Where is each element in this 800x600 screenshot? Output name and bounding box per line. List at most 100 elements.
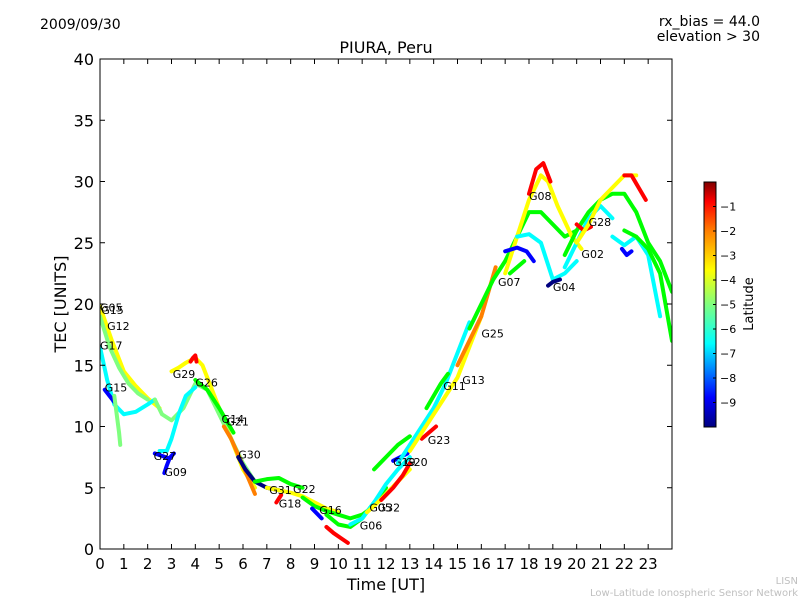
x-tick-label: 20 [567,555,586,573]
series-G11 [424,371,450,411]
colorbar-tick-label: −7 [720,348,736,361]
x-tick-label: 16 [472,555,491,573]
satellite-label: G29 [173,368,196,381]
x-tick-label: 12 [376,555,395,573]
series-G23 [395,320,472,466]
series-G18 [274,493,284,505]
satellite-label: G15 [101,304,124,317]
series-G19 [372,434,412,472]
colorbar-tick-label: −8 [720,372,736,385]
satellite-label: G07 [498,276,521,289]
series-G16 [300,495,377,521]
satellite-label: G18 [279,498,302,511]
x-tick-label: 1 [119,555,129,573]
series-G14 [193,377,236,435]
colorbar-tick-label: −3 [720,250,736,263]
elevation-label: elevation > 30 [656,29,760,45]
satellite-label: G31 [269,484,292,497]
satellite-label: G12 [107,320,130,333]
satellite-label: G05 [100,302,123,315]
credit-long: Low-Latitude Ionospheric Sensor Network [590,588,798,599]
y-tick-label: 20 [74,295,94,314]
x-tick-label: 11 [353,555,372,573]
satellite-label: G22 [293,483,316,496]
x-tick-label: 21 [591,555,610,573]
x-tick-label: 15 [448,555,467,573]
x-tick-label: 0 [95,555,105,573]
x-tick-label: 9 [310,555,320,573]
y-tick-label: 5 [84,479,94,498]
y-tick-label: 35 [74,111,94,130]
x-tick-label: 10 [329,555,348,573]
series-G32r [379,461,412,502]
satellite-label: G09 [164,466,187,479]
x-tick-label: 7 [262,555,272,573]
colorbar-tick-label: −1 [720,201,736,214]
colorbar-tick-label: −6 [720,323,736,336]
x-tick-label: 22 [615,555,634,573]
series-G16b [310,506,324,521]
satellite-label: G23 [428,434,451,447]
series-G08r [527,161,553,196]
series-G06 [324,524,350,545]
series-G15b [102,387,117,404]
colorbar-tick-label: −4 [720,274,736,287]
plot-area [100,59,672,549]
satellite-label: G15 [105,381,128,394]
series-G13 [407,314,484,453]
satellite-label: G28 [589,216,612,229]
satellite-label: G13 [462,374,485,387]
satellite-label: G32 [378,501,401,514]
series-G08 [503,173,584,276]
x-tick-label: 4 [191,555,201,573]
satellite-label: G21 [226,416,249,429]
x-tick-label: 23 [639,555,658,573]
series-G23r [419,424,439,441]
colorbar-label: Latitude [742,277,757,331]
credit-short: LISN [775,576,798,587]
satellite-label: G11 [443,380,466,393]
y-tick-label: 15 [74,356,94,375]
x-tick-label: 8 [286,555,296,573]
satellite-label: G30 [238,449,261,462]
series-G27b [152,451,176,461]
satellite-label: G05 [369,501,392,514]
satellite-label: G14 [222,413,245,426]
satellite-label: G17 [100,340,123,353]
satellite-label: G19 [393,456,416,469]
colorbar-tick-label: −9 [720,397,736,410]
satellite-label: G26 [195,376,218,389]
series-G12 [100,314,150,402]
y-tick-label: 10 [74,418,94,437]
satellite-label: G02 [581,248,604,261]
series-G04b [515,232,579,282]
y-tick-label: 30 [74,173,94,192]
y-tick-label: 0 [84,540,94,559]
x-tick-label: 6 [238,555,248,573]
series-G05 [348,455,412,527]
satellite-label: G08 [529,190,552,203]
series-G15c [112,393,123,447]
x-tick-label: 13 [400,555,419,573]
date-label: 2009/09/30 [40,17,121,33]
y-axis-label: TEC [UNITS] [51,256,70,354]
satellite-label: G20 [405,456,428,469]
x-tick-label: 5 [214,555,224,573]
colorbar-tick-label: −2 [720,225,736,238]
x-tick-label: 2 [143,555,153,573]
series-G07b [507,259,527,276]
series-G03r [622,173,648,202]
y-tick-label: 25 [74,234,94,253]
series-G21 [221,424,257,496]
series-G17 [100,344,157,417]
x-axis-label: Time [UT] [346,575,425,594]
chart-title: PIURA, Peru [339,38,433,57]
series-G31 [252,475,305,490]
series-G04 [503,245,536,264]
series-G27 [157,385,198,453]
series-G15 [100,304,162,411]
satellite-label: G27 [154,450,177,463]
x-tick-label: 3 [167,555,177,573]
series-G24b [619,246,634,257]
